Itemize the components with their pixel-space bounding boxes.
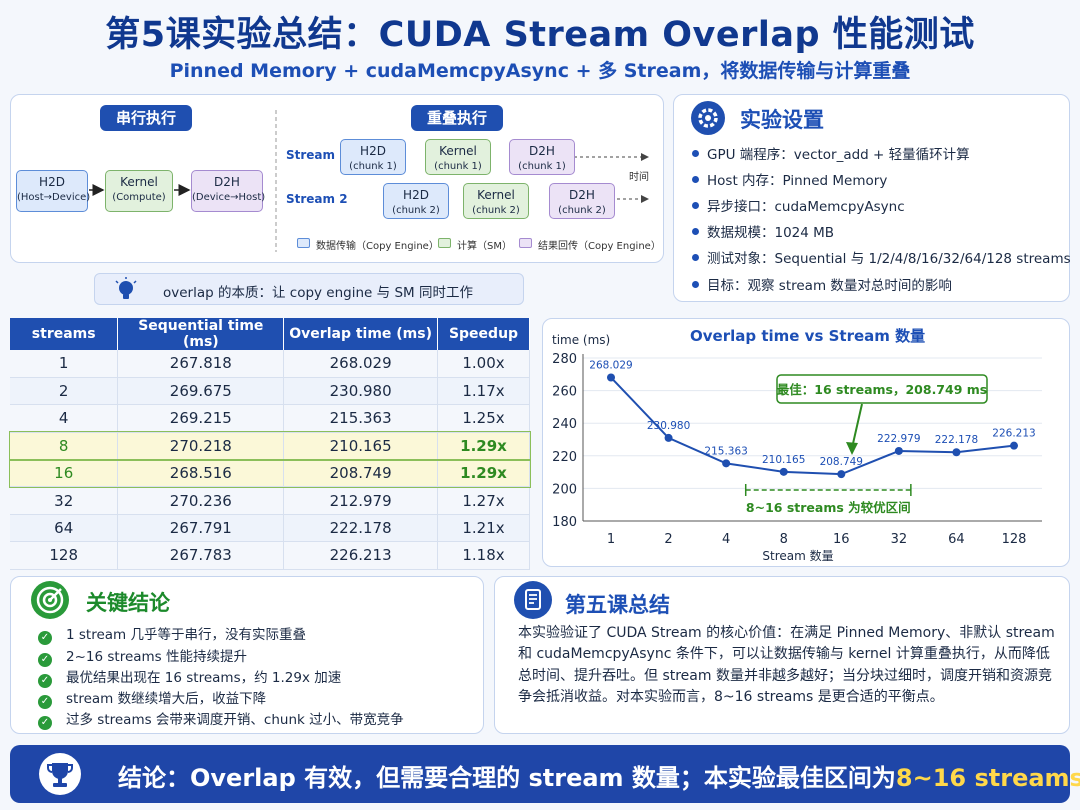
check-icon: ✓ (38, 631, 52, 645)
table-row-best: 16 268.516 208.749 1.29x (9, 458, 531, 488)
check-icon: ✓ (38, 716, 52, 730)
s1-h2d-name: H2D (360, 144, 386, 158)
s2-h2d-chunk: (chunk 2) (392, 205, 440, 216)
chart-panel (542, 318, 1070, 567)
s1-kernel-name: Kernel (439, 144, 477, 158)
serial-h2d-sub: (Host→Device) (17, 192, 91, 203)
legend-transfer-swatch (297, 238, 310, 248)
table-header-row: streams Sequential time (ms) Overlap tim… (10, 318, 530, 350)
legend-return-label: 结果回传（Copy Engine） (538, 241, 661, 252)
conclusion-item: ✓ 过多 streams 会带来调度开销、chunk 过小、带宽竞争 (38, 708, 404, 730)
setup-item: GPU 端程序：vector_add + 轻量循环计算 (692, 143, 970, 163)
serial-d2h-box: D2H (Device→Host) (191, 170, 266, 212)
book-icon (514, 581, 552, 619)
setup-item: 目标：观察 stream 数量对总时间的影响 (692, 274, 952, 294)
legend-return-swatch (519, 238, 532, 248)
serial-h2d-name: H2D (39, 175, 65, 189)
check-icon: ✓ (38, 695, 52, 709)
essence-text: overlap 的本质：让 copy engine 与 SM 同时工作 (163, 285, 473, 301)
legend-transfer-label: 数据传输（Copy Engine） (316, 241, 439, 252)
key-conclusions-panel (10, 576, 484, 734)
col-overlap-header: Overlap time (ms) (283, 318, 439, 350)
s2-h2d-box: H2D (chunk 2) (383, 183, 449, 219)
s1-d2h-chunk: (chunk 1) (518, 161, 566, 172)
summary-text: 本实验验证了 CUDA Stream 的核心价值：在满足 Pinned Memo… (518, 625, 1055, 705)
footer-banner: 结论：Overlap 有效，但需要合理的 stream 数量；本实验最佳区间为8… (10, 745, 1080, 803)
table-row: 1 267.818 268.029 1.00x (10, 350, 530, 378)
summary-panel (494, 576, 1070, 734)
serial-label: 串行执行 (100, 105, 192, 131)
target-icon (31, 581, 69, 619)
s2-kernel-chunk: (chunk 2) (472, 205, 520, 216)
legend-compute-label: 计算（SM） (457, 241, 512, 252)
s1-kernel-chunk: (chunk 1) (434, 161, 482, 172)
footer-conclusion: 结论：Overlap 有效，但需要合理的 stream 数量；本实验最佳区间为8… (118, 758, 1080, 793)
table-row: 4 269.215 215.363 1.25x (10, 404, 530, 433)
s1-d2h-box: D2H (chunk 1) (509, 139, 575, 175)
conclusion-item: ✓ 最优结果出现在 16 streams，约 1.29x 加速 (38, 666, 341, 688)
legend-compute-swatch (438, 238, 451, 248)
stream2-label: Stream 2 (286, 192, 348, 206)
col-speedup-header: Speedup (437, 318, 530, 350)
s1-d2h-name: D2H (529, 144, 555, 158)
s2-kernel-box: Kernel (chunk 2) (463, 183, 529, 219)
serial-kernel-name: Kernel (120, 175, 158, 189)
time-label: 时间 (629, 172, 649, 183)
check-icon: ✓ (38, 674, 52, 688)
chart-title: Overlap time vs Stream 数量 (690, 327, 926, 345)
table-row: 32 270.236 212.979 1.27x (10, 486, 530, 515)
check-icon: ✓ (38, 653, 52, 667)
stream1-label: Stream 1 (286, 148, 348, 162)
s1-h2d-box: H2D (chunk 1) (340, 139, 406, 175)
serial-h2d-box: H2D (Host→Device) (16, 170, 91, 212)
setup-item: Host 内存：Pinned Memory (692, 169, 887, 189)
setup-item: 测试对象：Sequential 与 1/2/4/8/16/32/64/128 s… (692, 247, 1071, 267)
table-row: 2 269.675 230.980 1.17x (10, 377, 530, 406)
col-streams-header: streams (10, 318, 119, 350)
trophy-icon (39, 753, 81, 795)
page-title: 第5课实验总结：CUDA Stream Overlap 性能测试 (105, 15, 975, 55)
results-table: streams Sequential time (ms) Overlap tim… (9, 318, 531, 570)
s2-kernel-name: Kernel (477, 188, 515, 202)
conclusion-item: ✓ 1 stream 几乎等于串行，没有实际重叠 (38, 623, 306, 645)
table-row: 128 267.783 226.213 1.18x (10, 541, 530, 570)
summary-title: 第五课总结 (565, 593, 670, 617)
col-sequential-header: Sequential time (ms) (117, 318, 285, 350)
essence-bar: overlap 的本质：让 copy engine 与 SM 同时工作 (94, 273, 524, 305)
setup-title: 实验设置 (740, 108, 824, 132)
s2-d2h-box: D2H (chunk 2) (549, 183, 615, 219)
setup-item: 数据规模：1024 MB (692, 221, 834, 241)
table-row: 64 267.791 222.178 1.21x (10, 514, 530, 543)
conclusion-item: ✓ 2~16 streams 性能持续提升 (38, 645, 247, 667)
s2-d2h-chunk: (chunk 2) (558, 205, 606, 216)
footer-text-main: 结论：Overlap 有效，但需要合理的 stream 数量；本实验最佳区间为 (118, 764, 896, 792)
setup-panel (673, 94, 1070, 302)
key-conclusions-title: 关键结论 (86, 591, 170, 615)
serial-kernel-sub: (Compute) (112, 192, 166, 203)
s2-h2d-name: H2D (403, 188, 429, 202)
setup-item: 异步接口：cudaMemcpyAsync (692, 195, 905, 215)
s1-kernel-box: Kernel (chunk 1) (425, 139, 491, 175)
gear-icon (691, 101, 725, 135)
serial-d2h-name: D2H (214, 175, 240, 189)
lightbulb-icon (115, 277, 137, 299)
serial-d2h-sub: (Device→Host) (192, 192, 266, 203)
s1-h2d-chunk: (chunk 1) (349, 161, 397, 172)
s2-d2h-name: D2H (569, 188, 595, 202)
page-subtitle: Pinned Memory + cudaMemcpyAsync + 多 Stre… (169, 60, 911, 82)
overlap-label: 重叠执行 (411, 105, 503, 131)
conclusion-item: ✓ stream 数继续增大后，收益下降 (38, 687, 266, 709)
footer-text-highlight: 8~16 streams (895, 764, 1080, 792)
serial-kernel-box: Kernel (Compute) (105, 170, 173, 212)
table-row-best: 8 270.218 210.165 1.29x (9, 431, 531, 461)
